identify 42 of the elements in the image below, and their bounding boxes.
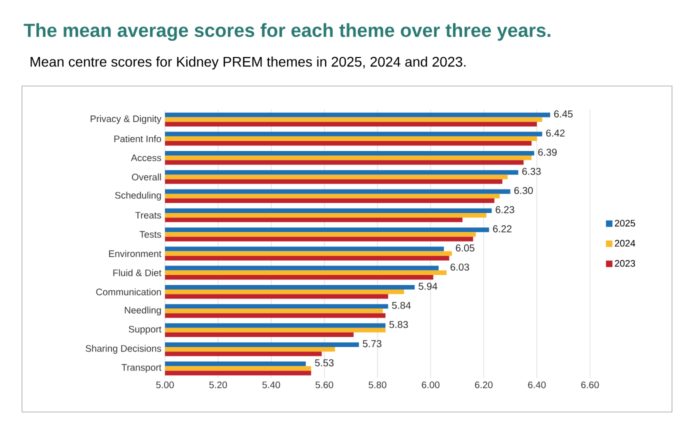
y-tick-label: Overall bbox=[132, 174, 161, 180]
chart-subtitle: Mean centre scores for Kidney PREM themes in 2025, 2024 and 2023. bbox=[30, 56, 466, 70]
x-tick-label: 6.00 bbox=[422, 382, 440, 388]
y-tick-label: Environment bbox=[109, 250, 162, 258]
x-tick-label: 6.20 bbox=[475, 382, 493, 388]
data-label: 6.45 bbox=[554, 110, 573, 118]
y-tick-label: Support bbox=[128, 326, 162, 334]
x-tick-label: 5.00 bbox=[156, 382, 174, 388]
data-label: 6.42 bbox=[546, 130, 565, 137]
data-label: 5.73 bbox=[362, 340, 382, 348]
y-tick-label: Access bbox=[131, 154, 162, 162]
legend-label: 2023 bbox=[614, 260, 636, 267]
data-label: 6.05 bbox=[456, 244, 474, 252]
legend-label: 2024 bbox=[614, 240, 636, 247]
y-tick-label: Fluid & Diet bbox=[113, 269, 162, 276]
y-tick-label: Scheduling bbox=[115, 192, 161, 201]
y-tick-label: Transport bbox=[122, 364, 162, 373]
x-tick-label: 6.40 bbox=[528, 382, 546, 388]
y-tick-label: Sharing Decisions bbox=[86, 344, 162, 354]
y-tick-label: Patient Info bbox=[114, 135, 162, 142]
y-tick-label: Communication bbox=[96, 288, 161, 296]
data-label: 6.30 bbox=[514, 187, 533, 194]
y-tick-label: Privacy & Dignity bbox=[90, 115, 162, 124]
data-label: 5.94 bbox=[418, 282, 438, 290]
x-tick-label: 5.40 bbox=[262, 382, 280, 388]
x-tick-label: 6.60 bbox=[581, 382, 599, 388]
chart-title: The mean average scores for each theme over three years. bbox=[24, 23, 550, 41]
x-tick-label: 5.20 bbox=[209, 382, 227, 388]
data-label: 6.22 bbox=[493, 225, 512, 232]
x-tick-label: 5.80 bbox=[368, 382, 386, 388]
x-tick-label: 5.60 bbox=[316, 382, 334, 388]
data-label: 6.03 bbox=[450, 264, 470, 271]
legend-label: 2025 bbox=[614, 220, 636, 227]
data-label: 5.53 bbox=[315, 359, 334, 366]
y-tick-label: Needling bbox=[124, 306, 161, 316]
data-label: 6.33 bbox=[522, 168, 541, 175]
data-label: 6.39 bbox=[538, 148, 557, 156]
y-tick-label: Tests bbox=[140, 231, 162, 238]
data-label: 5.83 bbox=[389, 321, 408, 328]
data-label: 6.23 bbox=[496, 206, 514, 214]
y-tick-label: Treats bbox=[135, 212, 162, 219]
data-label: 5.84 bbox=[392, 302, 411, 309]
